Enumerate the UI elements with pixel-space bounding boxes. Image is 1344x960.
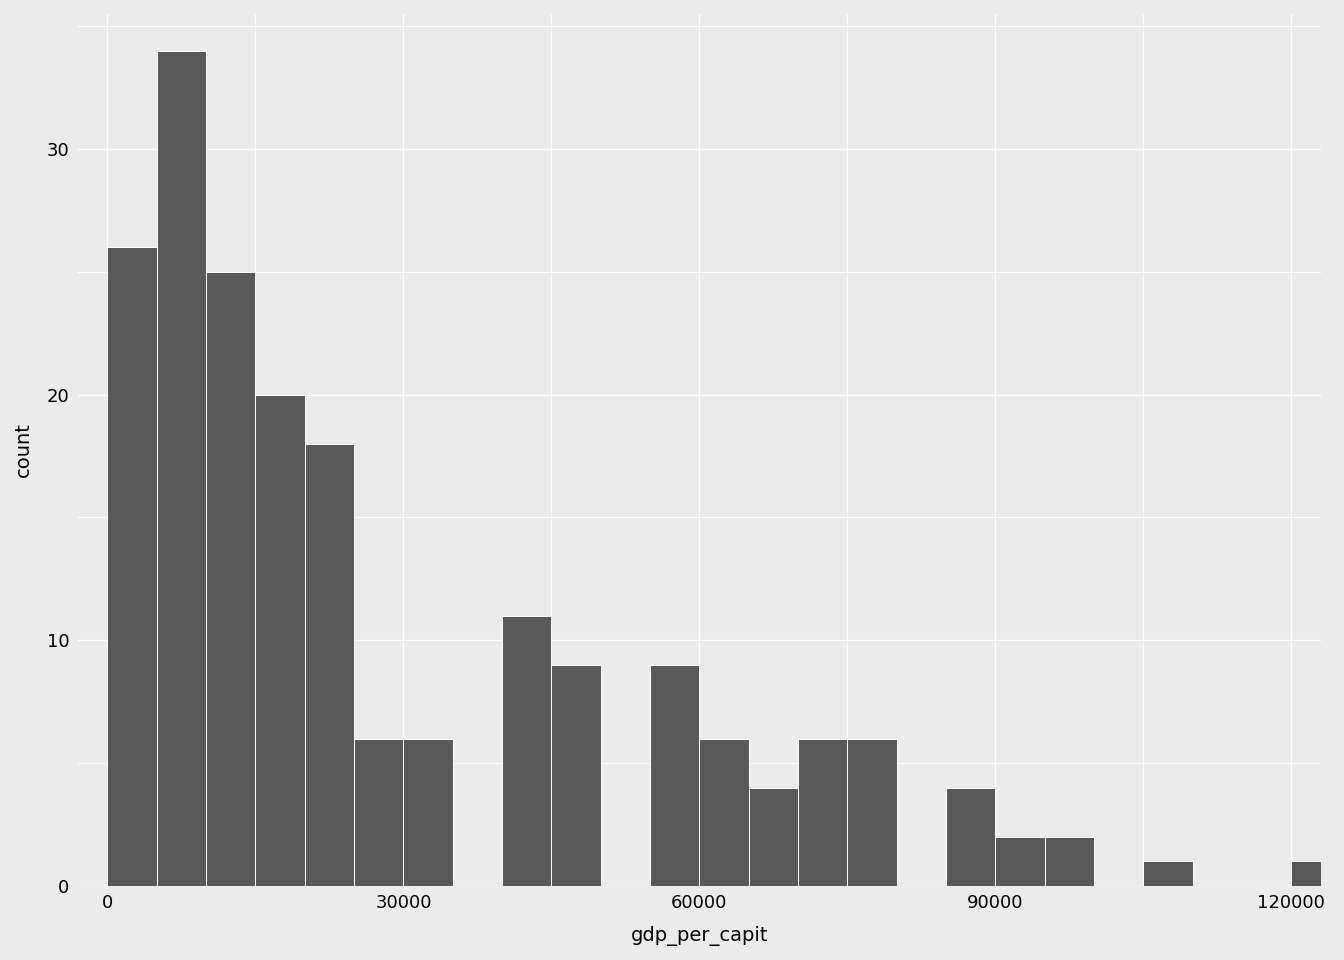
Bar bbox=[255, 395, 305, 886]
Bar bbox=[749, 787, 798, 886]
Bar bbox=[699, 738, 749, 886]
Bar bbox=[650, 665, 699, 886]
X-axis label: gdp_per_capit: gdp_per_capit bbox=[630, 926, 769, 947]
Bar bbox=[403, 738, 453, 886]
Bar bbox=[1144, 861, 1192, 886]
Bar bbox=[305, 444, 353, 886]
Bar bbox=[108, 248, 157, 886]
Bar bbox=[157, 51, 206, 886]
Bar bbox=[1044, 837, 1094, 886]
Bar bbox=[551, 665, 601, 886]
Bar bbox=[206, 272, 255, 886]
Bar bbox=[848, 738, 896, 886]
Bar bbox=[946, 787, 996, 886]
Bar bbox=[996, 837, 1044, 886]
Bar bbox=[798, 738, 848, 886]
Bar bbox=[503, 615, 551, 886]
Y-axis label: count: count bbox=[13, 422, 32, 477]
Bar bbox=[353, 738, 403, 886]
Bar bbox=[1292, 861, 1341, 886]
